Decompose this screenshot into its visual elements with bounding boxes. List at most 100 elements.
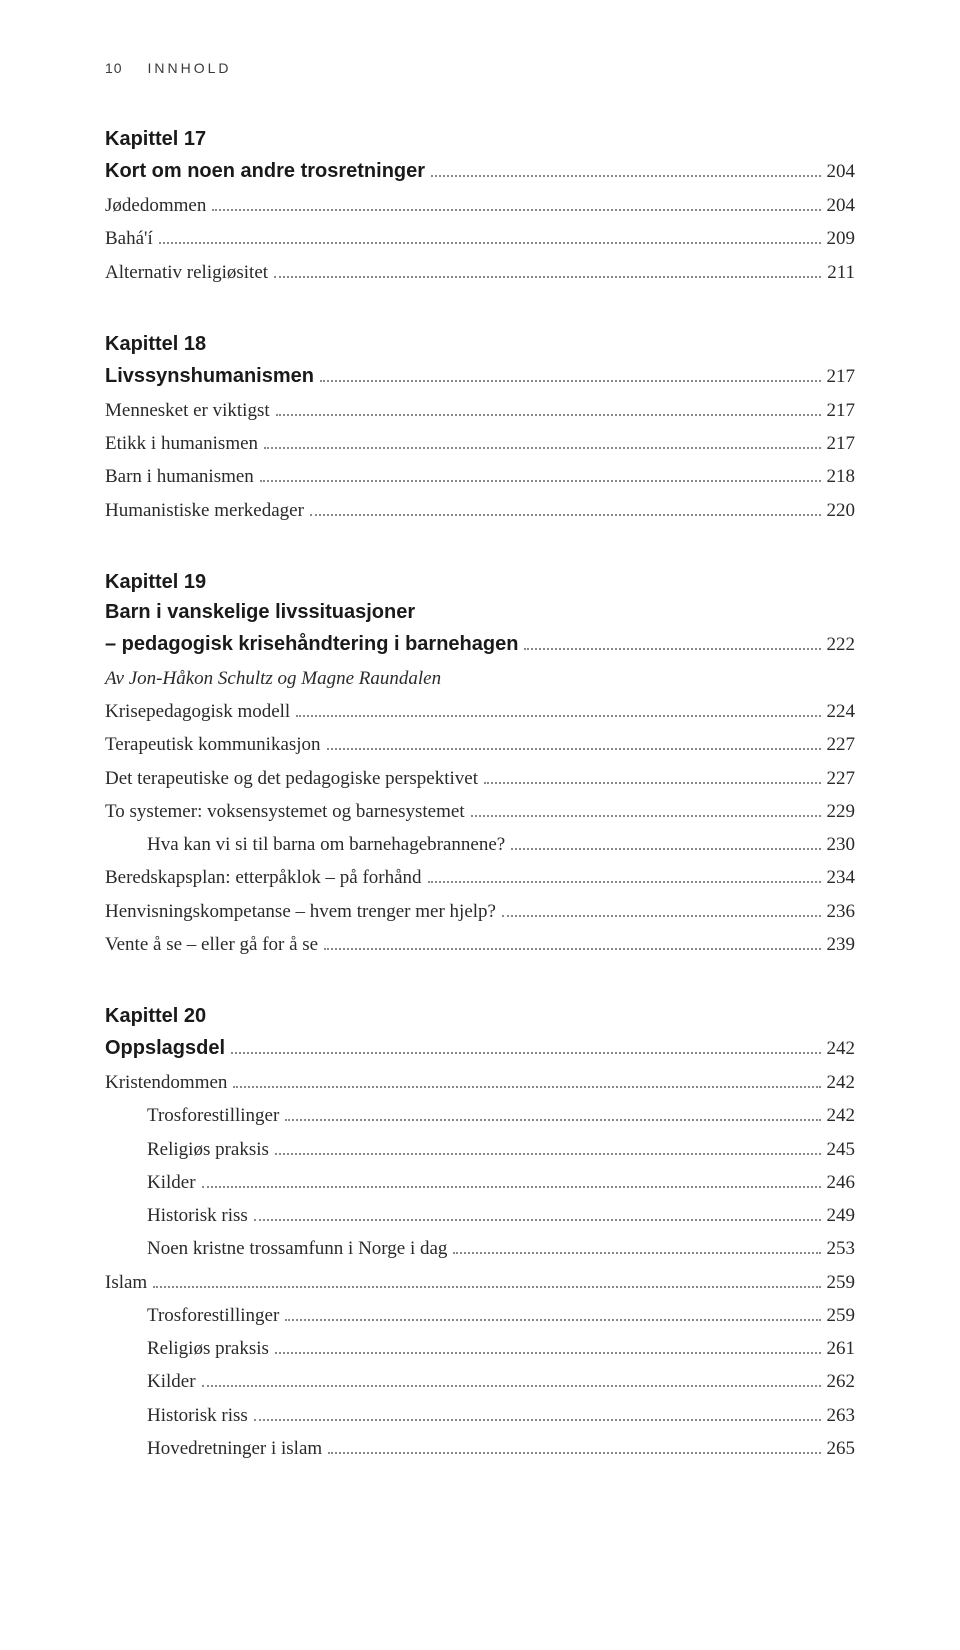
toc-page: 236 — [827, 895, 856, 928]
toc-page: 249 — [827, 1199, 856, 1232]
toc-page: 224 — [827, 695, 856, 728]
toc-entry-row: Jødedommen204 — [105, 189, 855, 222]
toc-page: 265 — [827, 1432, 856, 1465]
toc-entry-row: Religiøs praksis 261 — [105, 1332, 855, 1365]
toc-page: 217 — [827, 427, 856, 460]
toc-label: Henvisningskompetanse – hvem trenger mer… — [105, 895, 496, 928]
toc-leader — [276, 414, 821, 416]
toc-label: Vente å se – eller gå for å se — [105, 928, 318, 961]
toc-heading-row: Livssynshumanismen217 — [105, 359, 855, 394]
toc-entry-row: Barn i humanismen218 — [105, 460, 855, 493]
toc-leader — [275, 1352, 821, 1354]
toc-leader — [428, 881, 821, 883]
toc-page: 261 — [827, 1332, 856, 1365]
toc-leader — [212, 209, 820, 211]
toc-entry-row: Det terapeutiske og det pedagogiske pers… — [105, 762, 855, 795]
toc-entry-row: Henvisningskompetanse – hvem trenger mer… — [105, 895, 855, 928]
toc-entry-row: Trosforestillinger 259 — [105, 1299, 855, 1332]
toc-page: 242 — [827, 1066, 856, 1099]
toc-page: 263 — [827, 1399, 856, 1432]
toc-label: Kristendommen — [105, 1066, 227, 1099]
toc-label: Det terapeutiske og det pedagogiske pers… — [105, 762, 478, 795]
toc-leader — [296, 715, 820, 717]
toc-page: 239 — [827, 928, 856, 961]
toc-page: 227 — [827, 762, 856, 795]
toc-page: 220 — [827, 494, 856, 527]
toc-leader — [431, 175, 820, 177]
toc-label: Oppslagsdel — [105, 1031, 225, 1066]
toc-label: Livssynshumanismen — [105, 359, 314, 394]
toc-label: Humanistiske merkedager — [105, 494, 304, 527]
toc-page: 242 — [827, 1099, 856, 1132]
toc-label: Kilder — [147, 1365, 196, 1398]
toc-entry-row: To systemer: voksensystemet og barnesyst… — [105, 795, 855, 828]
toc-leader — [471, 815, 821, 817]
toc-label: To systemer: voksensystemet og barnesyst… — [105, 795, 465, 828]
toc-page: 230 — [827, 828, 856, 861]
toc-label: Kilder — [147, 1166, 196, 1199]
toc-entry-row: Trosforestillinger 242 — [105, 1099, 855, 1132]
toc-leader — [320, 380, 821, 382]
toc-leader — [502, 915, 821, 917]
toc-page: 218 — [827, 460, 856, 493]
toc-label: Jødedommen — [105, 189, 206, 222]
toc-leader — [453, 1252, 820, 1254]
toc-leader — [310, 514, 821, 516]
toc-leader — [511, 848, 820, 850]
toc-leader — [275, 1153, 821, 1155]
toc-page: 259 — [827, 1266, 856, 1299]
toc-leader — [285, 1119, 820, 1121]
toc-entry-row: Hva kan vi si til barna om barnehagebran… — [105, 828, 855, 861]
toc-page: 242 — [827, 1032, 856, 1065]
toc-page: 253 — [827, 1232, 856, 1265]
toc-entry-row: Av Jon-Håkon Schultz og Magne Raundalen — [105, 662, 855, 695]
toc-entry-row: Kilder 262 — [105, 1365, 855, 1398]
toc-entry-row: Hovedretninger i islam 265 — [105, 1432, 855, 1465]
toc-page: 209 — [827, 222, 856, 255]
toc-entry-row: Humanistiske merkedager 220 — [105, 494, 855, 527]
toc-page: 245 — [827, 1133, 856, 1166]
toc-label: Beredskapsplan: etterpåklok – på forhånd — [105, 861, 422, 894]
chapter-number: Kapittel 18 — [105, 329, 855, 359]
toc-label: Av Jon-Håkon Schultz og Magne Raundalen — [105, 662, 441, 695]
toc-entry-row: Historisk riss 263 — [105, 1399, 855, 1432]
toc-leader — [260, 480, 821, 482]
toc-label: Kort om noen andre trosretninger — [105, 154, 425, 189]
toc-leader — [327, 748, 821, 750]
toc-leader — [202, 1385, 821, 1387]
toc-entry-row: Kilder246 — [105, 1166, 855, 1199]
toc-leader — [524, 648, 820, 650]
toc-page: 262 — [827, 1365, 856, 1398]
toc-leader — [324, 948, 820, 950]
toc-label: Trosforestillinger — [147, 1299, 279, 1332]
toc-heading-row: – pedagogisk krisehåndtering i barnehage… — [105, 627, 855, 662]
chapter-number: Kapittel 17 — [105, 124, 855, 154]
toc-label: Trosforestillinger — [147, 1099, 279, 1132]
toc-entry-row: Kristendommen 242 — [105, 1066, 855, 1099]
toc-leader — [484, 782, 820, 784]
toc-entry-row: Vente å se – eller gå for å se 239 — [105, 928, 855, 961]
toc-label: Religiøs praksis — [147, 1332, 269, 1365]
toc-page: 229 — [827, 795, 856, 828]
toc-leader — [274, 276, 821, 278]
toc-entry-row: Mennesket er viktigst 217 — [105, 394, 855, 427]
chapter-block: Kapittel 18Livssynshumanismen217Menneske… — [105, 329, 855, 527]
toc-leader — [264, 447, 820, 449]
toc-page: 217 — [827, 394, 856, 427]
running-head-text: INNHOLD — [147, 60, 231, 76]
toc-leader — [233, 1086, 820, 1088]
toc-page: 234 — [827, 861, 856, 894]
toc-label: Hva kan vi si til barna om barnehagebran… — [147, 828, 505, 861]
running-header: 10 INNHOLD — [105, 60, 855, 76]
chapter-block: Kapittel 19Barn i vanskelige livssituasj… — [105, 567, 855, 961]
toc-entry-row: Terapeutisk kommunikasjon227 — [105, 728, 855, 761]
toc-heading-row: Kort om noen andre trosretninger204 — [105, 154, 855, 189]
toc-label: Hovedretninger i islam — [147, 1432, 322, 1465]
toc-label: Mennesket er viktigst — [105, 394, 270, 427]
toc-page: 259 — [827, 1299, 856, 1332]
toc-label: Historisk riss — [147, 1399, 248, 1432]
toc-entry-row: Noen kristne trossamfunn i Norge i dag25… — [105, 1232, 855, 1265]
chapter-number: Kapittel 20 — [105, 1001, 855, 1031]
toc-entry-row: Historisk riss249 — [105, 1199, 855, 1232]
chapter-block: Kapittel 20Oppslagsdel 242 Kristendommen 24… — [105, 1001, 855, 1465]
